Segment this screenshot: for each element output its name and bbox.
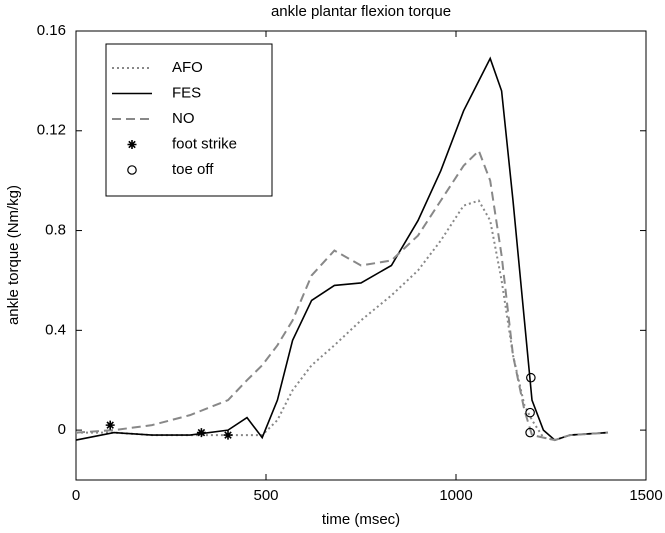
marker-circle [526,372,536,383]
plot-frame [75,30,647,481]
series-line [75,56,609,441]
y-axis-label: ankle torque (Nm/kg) [5,185,22,325]
x-axis-label: time (msec) [322,511,400,528]
x-tick-label: 0 [72,487,80,504]
marker-star [105,420,115,430]
y-tick-label: 0 [58,421,66,438]
marker-star [127,140,137,149]
x-tick-label: 1500 [629,487,662,504]
marker-star [223,430,233,440]
marker-star [196,428,206,438]
marker-circle [127,165,137,175]
series-line [75,148,609,442]
legend-label: NO [172,110,195,127]
legend-label: AFO [172,59,203,76]
marker-circle [525,407,535,418]
y-tick-label: 0.16 [37,22,66,39]
legend-label: FES [172,84,201,101]
series-line [76,199,609,442]
marker-circle [525,427,535,438]
x-tick-label: 1000 [439,487,472,504]
legend-label: foot strike [172,135,237,152]
legend-label: toe off [172,161,214,178]
chart-title: ankle plantar flexion torque [271,3,451,20]
x-tick-label: 500 [253,487,278,504]
y-tick-label: 0.8 [45,222,66,239]
y-tick-label: 0.12 [37,122,66,139]
y-tick-label: 0.4 [45,321,66,338]
